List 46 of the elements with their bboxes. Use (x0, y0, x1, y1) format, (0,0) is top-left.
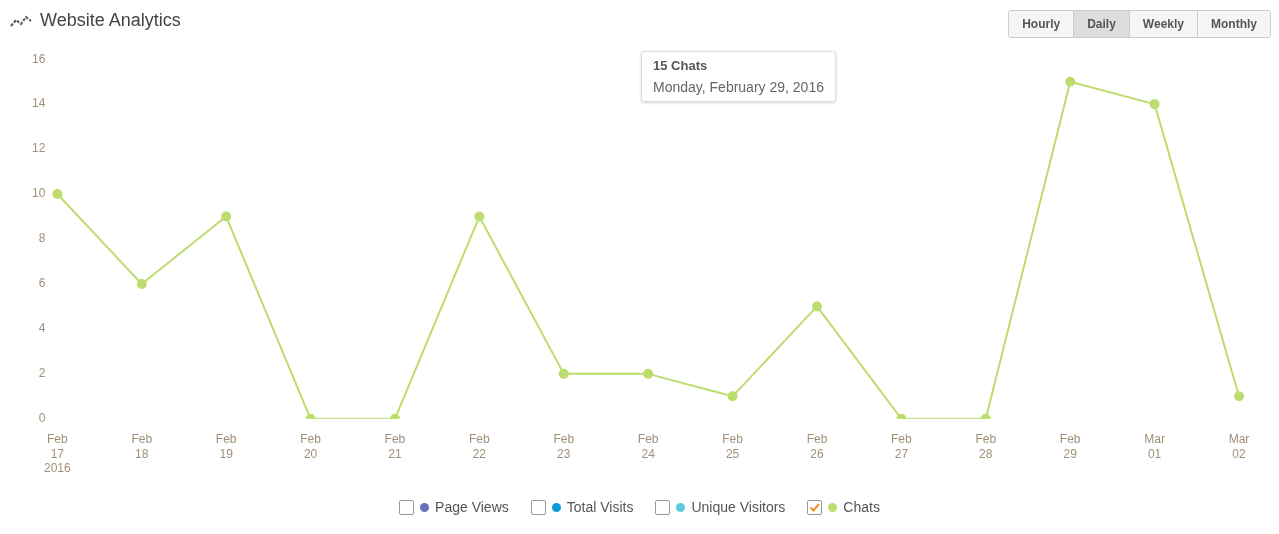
y-tick-label: 0 (38, 411, 46, 426)
legend-label: Chats (843, 499, 880, 515)
y-tick-label: 10 (31, 186, 46, 201)
chart-title: Website Analytics (40, 10, 181, 31)
y-tick-label: 2 (38, 366, 46, 381)
y-tick-label: 14 (31, 96, 46, 111)
x-tick-label: Feb 19 (215, 432, 237, 461)
point (136, 278, 147, 289)
text: Daily (1073, 11, 1129, 37)
point (474, 211, 485, 222)
x-tick-label: Feb 29 (1059, 432, 1081, 461)
point (221, 211, 232, 222)
x-tick-label: Mar 01 (1144, 432, 1165, 461)
x-tick-label: Feb 20 (300, 432, 322, 461)
x-tick-label: Feb 17 2016 (44, 432, 72, 476)
x-tick-label: Feb 18 (131, 432, 153, 461)
x-tick-label: Feb 24 (637, 432, 659, 461)
x-tick-label: Feb 21 (384, 432, 406, 461)
point (558, 368, 569, 379)
point (727, 391, 738, 402)
annotation: 15 Chats (653, 58, 709, 74)
legend-label: Total Visits (566, 499, 634, 515)
point (811, 301, 822, 312)
x-tick-label: Mar 02 (1228, 432, 1250, 461)
x-tick-label: Feb 22 (469, 432, 491, 461)
point (1065, 76, 1076, 87)
x-tick-label: Feb 27 (891, 432, 913, 461)
point (643, 368, 654, 379)
y-tick-label: 8 (38, 231, 46, 246)
x-tick-label: Feb 23 (553, 432, 575, 461)
y-tick-label: 16 (31, 51, 46, 66)
point (1149, 99, 1160, 110)
legend-label: Unique Visitors (691, 499, 786, 515)
y-tick-label: 4 (38, 321, 46, 336)
text: Monthly (1197, 11, 1270, 37)
legend-label: Page Views (435, 499, 509, 515)
text: Weekly (1128, 11, 1197, 37)
point (1234, 391, 1244, 402)
x-tick-label: Feb 28 (975, 432, 997, 461)
x-tick-label: Feb 25 (722, 432, 744, 461)
point (52, 189, 63, 200)
x-tick-label: Feb 26 (806, 432, 828, 461)
text: Hourly (1009, 11, 1074, 37)
y-tick-label: 12 (31, 141, 46, 156)
annotation: Monday, February 29, 2016 (653, 79, 824, 96)
y-tick-label: 6 (38, 276, 46, 291)
